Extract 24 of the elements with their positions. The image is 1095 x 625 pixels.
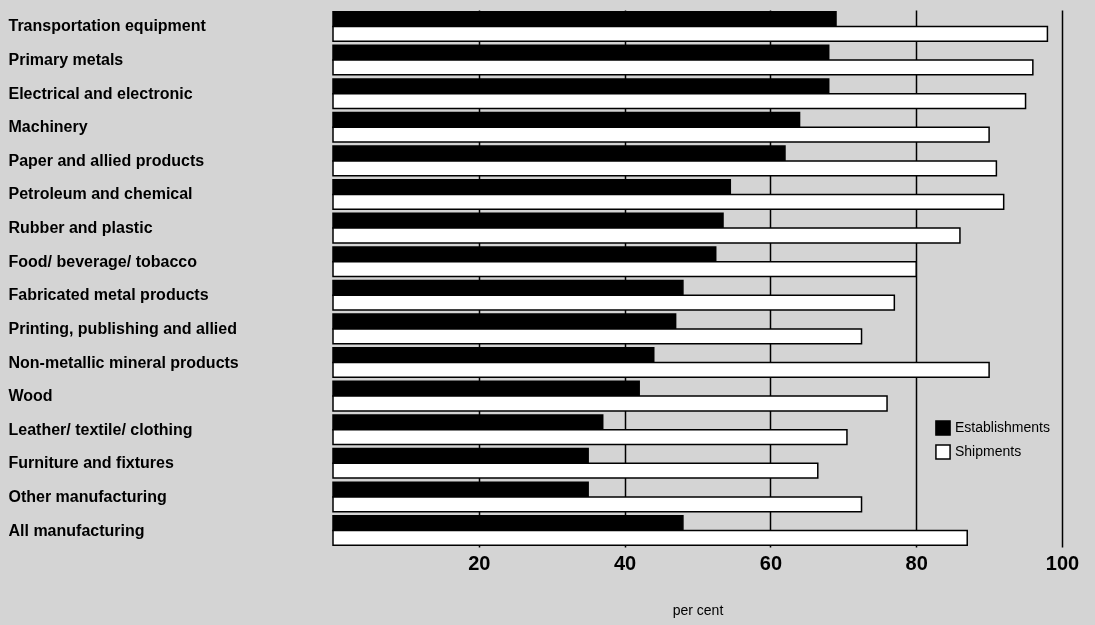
y-tick-label: Leather/ textile/ clothing bbox=[8, 420, 193, 438]
y-tick-label: Paper and allied products bbox=[8, 151, 205, 169]
x-tick-label: 100 bbox=[1045, 551, 1080, 574]
y-tick-label: Electrical and electronic bbox=[8, 84, 193, 102]
legend-label: Establishments bbox=[955, 419, 1050, 435]
y-tick-label: Machinery bbox=[8, 118, 88, 136]
y-tick-label: Printing, publishing and allied bbox=[8, 319, 237, 337]
legend-label: Shipments bbox=[955, 443, 1022, 459]
y-tick-label: All manufacturing bbox=[8, 521, 145, 539]
y-tick-label: Non-metallic mineral products bbox=[8, 353, 239, 371]
y-tick-label: Furniture and fixtures bbox=[8, 454, 174, 472]
x-tick-label: 20 bbox=[468, 551, 491, 574]
y-tick-label: Transportation equipment bbox=[8, 17, 207, 35]
y-tick-label: Petroleum and chemical bbox=[8, 185, 193, 203]
y-tick-label: Fabricated metal products bbox=[8, 286, 209, 304]
x-tick-label: 80 bbox=[905, 551, 928, 574]
y-tick-label: Other manufacturing bbox=[8, 487, 167, 505]
x-tick-label: 60 bbox=[759, 551, 783, 574]
x-axis-title: per cent bbox=[672, 601, 724, 618]
y-tick-label: Wood bbox=[8, 387, 53, 405]
y-tick-label: Rubber and plastic bbox=[8, 219, 153, 237]
y-tick-label: Food/ beverage/ tobacco bbox=[8, 252, 198, 270]
y-tick-label: Primary metals bbox=[8, 51, 124, 69]
x-tick-label: 40 bbox=[613, 551, 637, 574]
